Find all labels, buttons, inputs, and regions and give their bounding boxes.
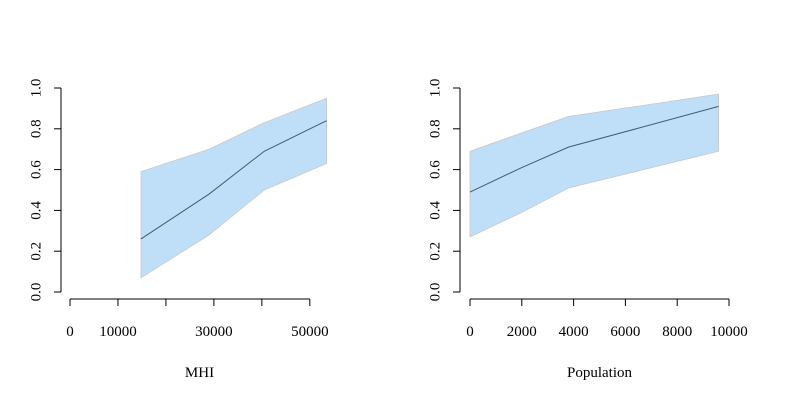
x-tick-label: 10000 (710, 324, 748, 340)
x-tick-label: 0 (466, 324, 474, 340)
panel-population: 0 2000 4000 6000 8000 10000 0.0 0.2 0.4 0.6 0.8 1.0… (427, 79, 747, 381)
x-tick-label: 50000 (291, 324, 329, 340)
x-tick-label: 2000 (507, 324, 537, 340)
x-tick-label: 6000 (610, 324, 640, 340)
y-tick-label: 0.8 (28, 119, 44, 138)
y-tick-label: 0.0 (28, 283, 44, 302)
y-tick-label: 0.0 (427, 283, 443, 302)
y-tick-label: 0.2 (427, 242, 443, 261)
y-tick-label: 0.2 (28, 242, 44, 261)
y-tick-label: 1.0 (427, 79, 443, 98)
y-tick-label: 1.0 (28, 79, 44, 98)
x-tick-label: 8000 (662, 324, 692, 340)
y-tick-label: 0.6 (28, 160, 44, 179)
confidence-band (470, 94, 719, 237)
y-tick-label: 0.4 (427, 201, 443, 220)
x-tick-label: 0 (66, 324, 74, 340)
y-tick-label: 0.8 (427, 119, 443, 138)
x-tick-label: 4000 (559, 324, 589, 340)
confidence-band (141, 98, 327, 278)
panel-mhi: 0 10000 30000 50000 0.0 0.2 0.4 0.6 0.8 1.0 MHI (28, 79, 328, 381)
x-axis-label: MHI (185, 365, 214, 381)
x-axis-label: Population (567, 365, 633, 381)
x-tick-label: 30000 (195, 324, 233, 340)
x-tick-label: 10000 (99, 324, 137, 340)
y-tick-label: 0.6 (427, 160, 443, 179)
y-tick-label: 0.4 (28, 201, 44, 220)
